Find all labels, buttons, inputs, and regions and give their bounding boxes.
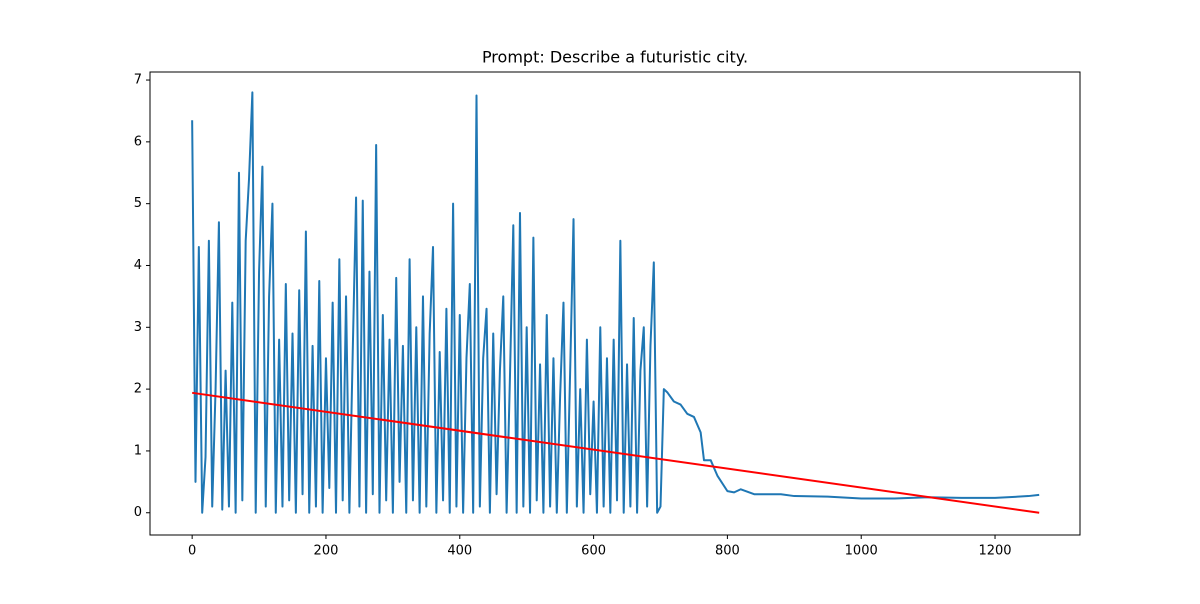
- series-line: [192, 391, 1040, 514]
- y-tick-label: 1: [134, 443, 142, 458]
- y-tick-label: 0: [134, 505, 142, 520]
- x-tick-label: 400: [447, 544, 472, 559]
- series-line: [191, 91, 1040, 514]
- chart-title: Prompt: Describe a futuristic city.: [482, 48, 748, 67]
- y-tick-label: 6: [134, 134, 142, 149]
- x-tick-label: 200: [314, 544, 339, 559]
- x-tick-label: 1000: [845, 544, 878, 559]
- x-tick-label: 0: [188, 544, 196, 559]
- x-tick-label: 1200: [978, 544, 1011, 559]
- y-tick-label: 3: [134, 320, 142, 335]
- x-tick-label: 800: [715, 544, 740, 559]
- y-tick-label: 5: [134, 196, 142, 211]
- x-tick-label: 600: [581, 544, 606, 559]
- y-tick-label: 4: [134, 258, 142, 273]
- plot-frame: [149, 71, 1081, 536]
- y-tick-label: 7: [134, 73, 142, 88]
- y-tick-label: 2: [134, 382, 142, 397]
